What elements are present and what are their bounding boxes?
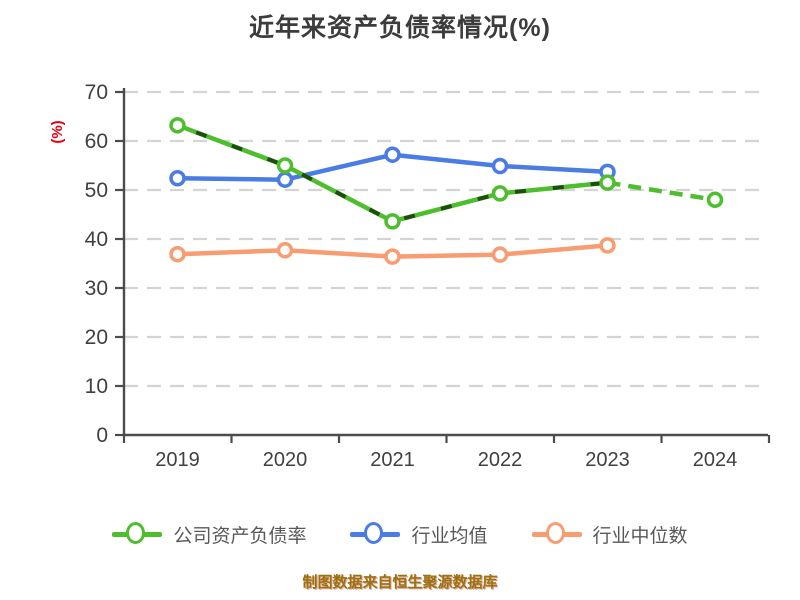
x-tick-label-2021: 2021: [370, 449, 415, 471]
data-source-note: 制图数据来自恒生聚源数据库: [302, 574, 498, 591]
legend-marker-industry-mean: [350, 520, 401, 548]
data-point-行业均值-2022: [491, 157, 509, 175]
legend-circle-icon: [545, 522, 565, 544]
data-point-行业中位数-2022: [491, 246, 509, 263]
x-tick-label-2022: 2022: [478, 449, 523, 471]
y-tick-label-70: 70: [85, 81, 108, 104]
series-line-forecast-0: [607, 180, 716, 203]
legend-circle-icon: [126, 522, 146, 544]
data-point-公司资产负债率-2020: [276, 157, 294, 174]
data-point-行业中位数-2020: [276, 242, 294, 259]
y-tick-label-20: 20: [85, 326, 108, 349]
data-point-行业均值-2020: [276, 171, 294, 188]
legend-label: 行业中位数: [592, 525, 688, 547]
legend-item-company-ratio: 公司资产负债率: [112, 520, 306, 548]
legend-item-industry-median: 行业中位数: [531, 520, 688, 548]
x-tick-label-2023: 2023: [585, 449, 630, 471]
y-axis-unit-label: (%): [49, 120, 66, 143]
y-tick-label-50: 50: [85, 179, 108, 202]
y-tick-label-60: 60: [85, 130, 108, 153]
series-line-dash-overlay-0: [176, 123, 608, 224]
data-point-行业中位数-2023: [599, 237, 616, 254]
data-point-公司资产负债率-2021: [384, 213, 401, 230]
data-point-行业中位数-2019: [169, 245, 186, 263]
legend-marker-industry-median: [531, 520, 582, 548]
data-point-行业中位数-2021: [384, 248, 401, 265]
series-line-0: [175, 123, 610, 224]
x-tick-label-2020: 2020: [263, 449, 308, 471]
x-tick-label-2019: 2019: [155, 449, 200, 471]
legend-circle-icon: [364, 522, 384, 544]
chart-legend: 公司资产负债率 行业均值 行业中位数: [0, 520, 800, 548]
y-tick-label-40: 40: [85, 228, 108, 251]
data-point-行业均值-2019: [169, 169, 186, 187]
data-point-行业均值-2021: [384, 146, 401, 163]
chart-title: 近年来资产负债率情况(%): [249, 14, 551, 42]
legend-label: 行业均值: [411, 525, 488, 547]
legend-marker-company: [112, 520, 163, 548]
y-tick-label-0: 0: [96, 424, 108, 447]
data-point-公司资产负债率-2019: [169, 117, 186, 134]
y-tick-label-10: 10: [85, 375, 108, 398]
y-tick-label-30: 30: [85, 277, 108, 300]
data-point-公司资产负债率-2023: [599, 174, 616, 191]
legend-item-industry-mean: 行业均值: [350, 520, 488, 548]
legend-label: 公司资产负债率: [173, 525, 307, 547]
data-point-公司资产负债率-2022: [491, 185, 509, 202]
data-point-公司资产负债率-2024: [706, 191, 724, 209]
x-tick-label-2024: 2024: [693, 449, 738, 471]
